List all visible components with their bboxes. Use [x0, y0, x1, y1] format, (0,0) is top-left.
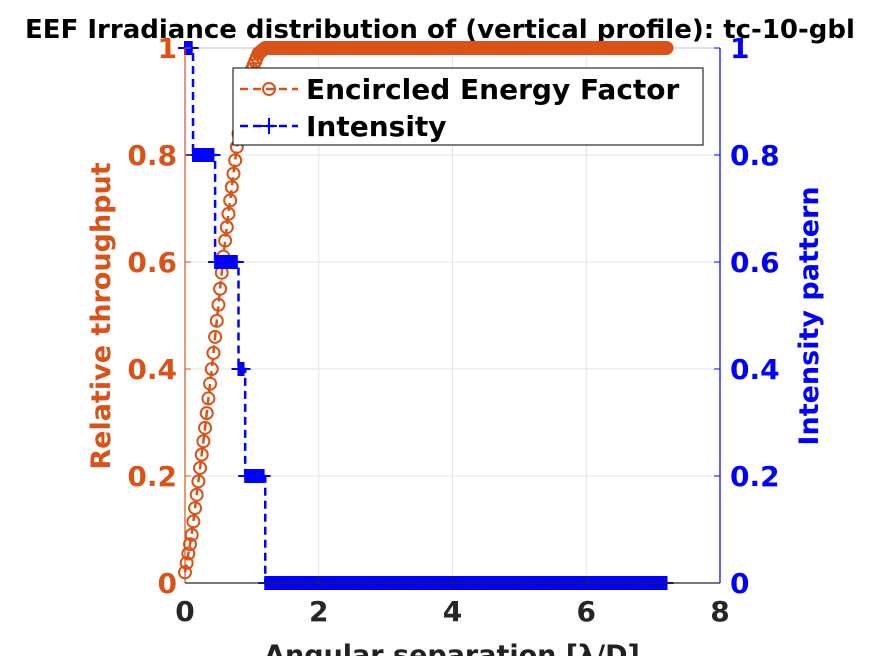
eef-point — [181, 546, 196, 561]
legend-intensity-label: Intensity — [306, 110, 447, 143]
legend-box — [232, 67, 704, 146]
y-left-tick-label: 1 — [158, 32, 177, 65]
eef-point — [194, 447, 209, 462]
y-right-axis-label: Intensity pattern — [794, 186, 825, 445]
legend-eef-label: Encircled Energy Factor — [306, 73, 680, 106]
eef-point — [183, 537, 198, 552]
eef-point — [211, 297, 226, 312]
eef-point — [191, 474, 206, 489]
eef-point — [193, 460, 208, 475]
eef-point — [219, 220, 234, 235]
y-right-tick-label: 1 — [730, 32, 749, 65]
eef-point — [226, 166, 241, 181]
y-right-tick-label: 0.6 — [730, 246, 780, 279]
legend-intensity-marker — [261, 118, 277, 134]
eef-point — [208, 329, 223, 344]
chart-title: EEF Irradiance distribution of (vertical… — [25, 15, 855, 45]
eef-point — [218, 233, 233, 248]
eef-point — [188, 501, 203, 516]
intensity-point — [229, 255, 244, 269]
y-right-tick-label: 0 — [730, 567, 749, 600]
y-left-axis-label: Relative throughput — [86, 162, 117, 469]
eef-point — [224, 180, 239, 195]
intensity-point — [256, 469, 271, 483]
intensity-point — [206, 148, 221, 162]
eef-point — [204, 362, 219, 376]
y-right-tick-label: 0.4 — [730, 353, 780, 386]
eef-point — [189, 487, 204, 502]
y-left-tick-label: 0.2 — [127, 460, 177, 493]
eef-point — [209, 313, 224, 328]
x-tick-label: 8 — [710, 595, 729, 628]
eef-point — [198, 420, 213, 435]
y-left-tick-label: 0.8 — [127, 139, 177, 172]
intensity-point — [236, 362, 251, 376]
eef-point — [221, 206, 236, 221]
eef-point — [184, 527, 199, 542]
y-left-tick-label: 0 — [158, 567, 177, 600]
eef-point — [206, 345, 221, 360]
eef-point — [186, 514, 201, 529]
x-tick-label: 0 — [175, 595, 194, 628]
legend: Encircled Energy Factor Intensity — [232, 67, 704, 146]
x-tick-label: 6 — [577, 595, 596, 628]
y-right-tick-label: 0.2 — [730, 460, 780, 493]
eef-point — [228, 153, 243, 168]
eef-point — [196, 434, 211, 449]
eef-point — [203, 376, 218, 391]
eef-point — [201, 391, 216, 406]
eef-point — [659, 41, 674, 55]
x-axis-label: Angular separation [λ/D] — [264, 640, 640, 656]
eef-point — [213, 281, 228, 296]
eef-point — [179, 555, 194, 570]
y-left-tick-label: 0.4 — [127, 353, 177, 386]
x-tick-label: 4 — [443, 595, 462, 628]
legend-eef-marker — [262, 82, 276, 96]
x-tick-label: 2 — [309, 595, 328, 628]
y-left-tick-label: 0.6 — [127, 246, 177, 279]
y-right-tick-label: 0.8 — [730, 139, 780, 172]
eef-point — [223, 193, 238, 208]
eef-point — [199, 406, 214, 421]
